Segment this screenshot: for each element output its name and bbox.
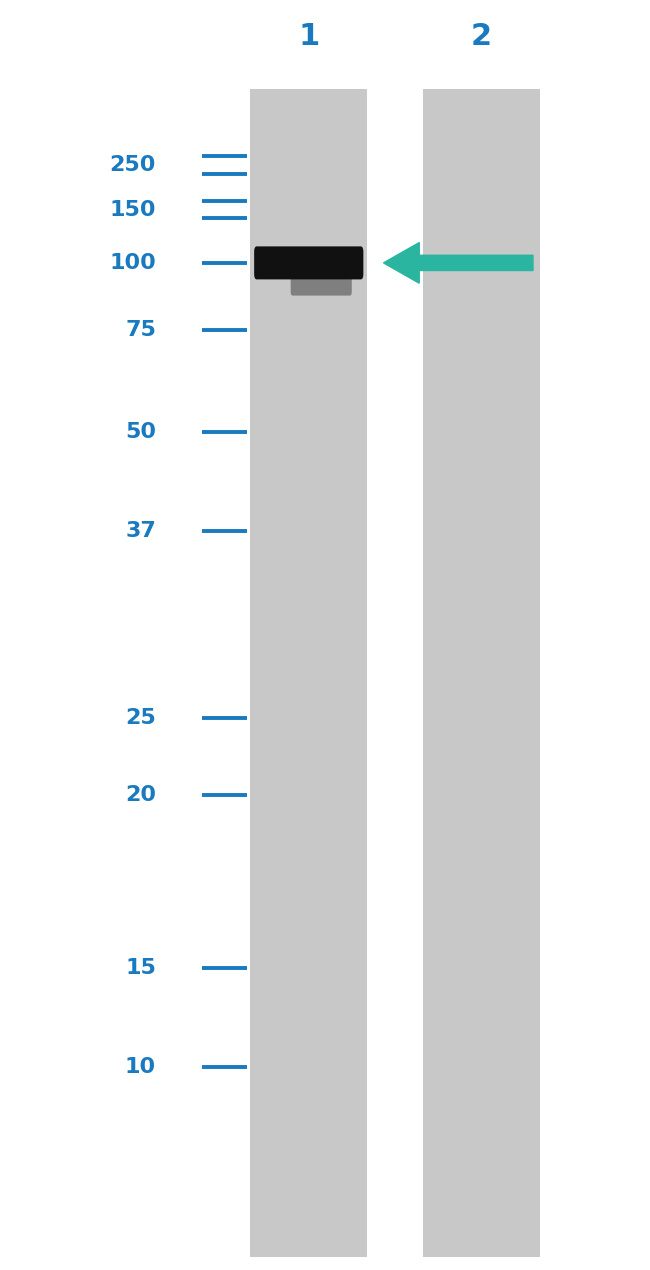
Text: 1: 1 — [298, 22, 319, 51]
Bar — [422, 89, 540, 1257]
Text: 15: 15 — [125, 958, 156, 978]
Text: 75: 75 — [125, 320, 156, 340]
Bar — [250, 89, 367, 1257]
FancyBboxPatch shape — [291, 271, 352, 296]
Text: 250: 250 — [110, 155, 156, 175]
Text: 20: 20 — [125, 785, 156, 805]
Text: 37: 37 — [125, 521, 156, 541]
Text: 10: 10 — [125, 1057, 156, 1077]
Text: 2: 2 — [471, 22, 491, 51]
FancyArrow shape — [384, 243, 533, 283]
Text: 25: 25 — [125, 707, 156, 728]
Text: 50: 50 — [125, 422, 156, 442]
Text: 100: 100 — [109, 253, 156, 273]
FancyBboxPatch shape — [254, 246, 363, 279]
Text: 150: 150 — [109, 199, 156, 220]
